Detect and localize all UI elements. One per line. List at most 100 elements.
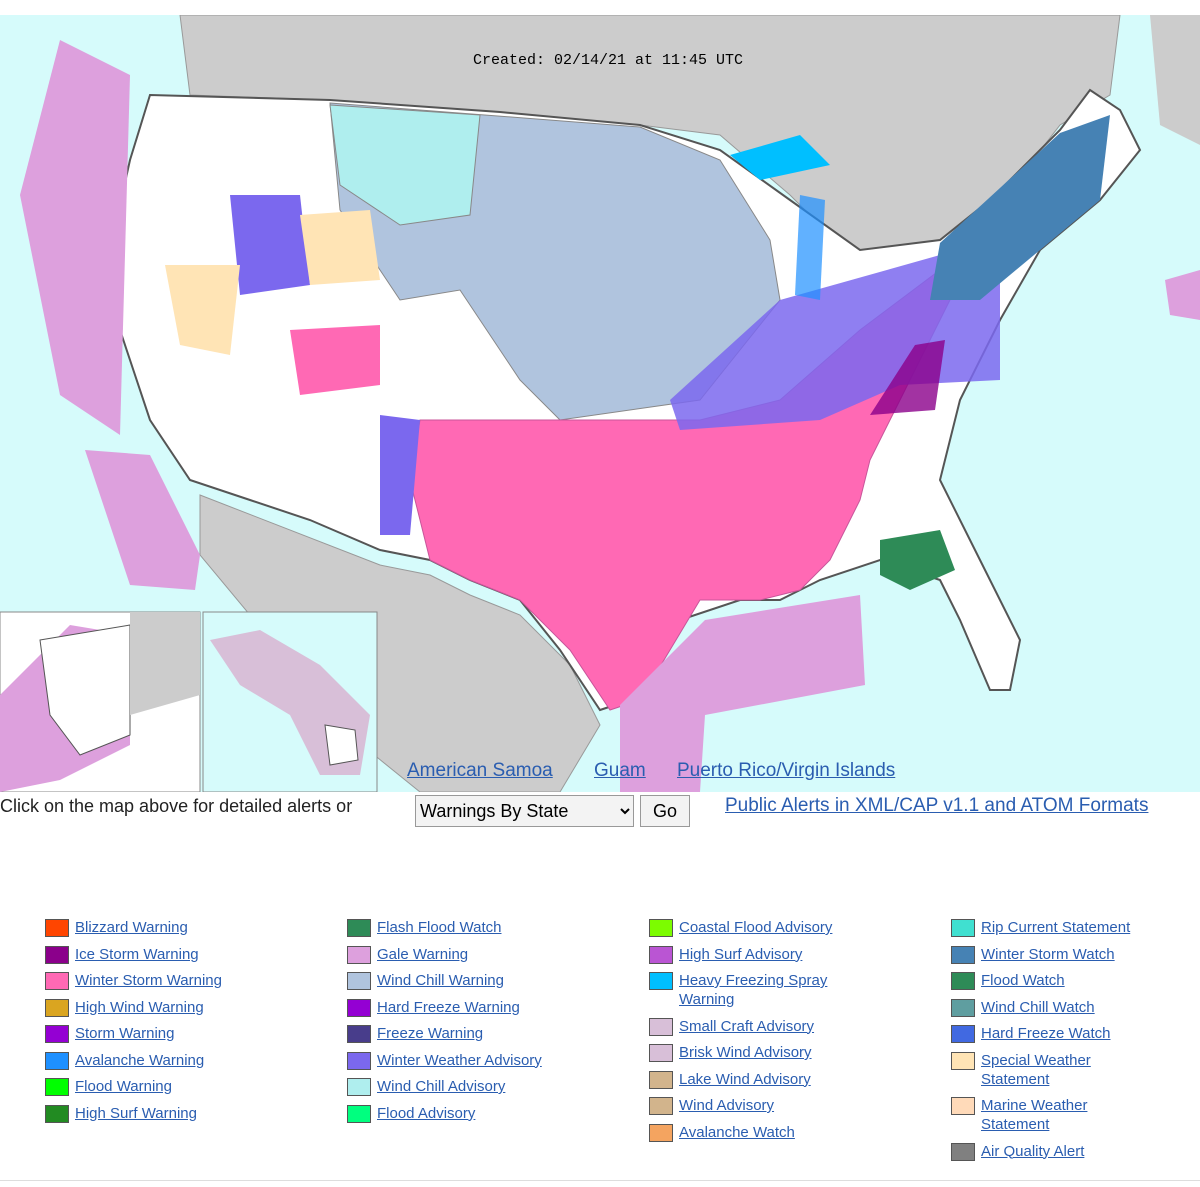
legend-item: Avalanche Warning <box>45 1051 295 1070</box>
legend-item: Heavy Freezing Spray Warning <box>649 971 899 1009</box>
legend-swatch <box>45 1025 69 1043</box>
legend-link[interactable]: Freeze Warning <box>377 1024 483 1043</box>
legend-label-line: Flood Advisory <box>377 1104 476 1122</box>
legend-swatch <box>951 1142 975 1161</box>
feed-link[interactable]: Public Alerts in XML/CAP v1.1 and ATOM F… <box>725 795 1149 816</box>
winter-weather-advisory-area <box>670 255 1000 430</box>
legend-item: Ice Storm Warning <box>45 945 295 964</box>
legend-link[interactable]: Blizzard Warning <box>75 918 188 937</box>
legend-item: Gale Warning <box>347 945 597 964</box>
gale-warning-socal <box>85 450 200 590</box>
legend-link[interactable]: Gale Warning <box>377 945 468 964</box>
legend-label-line: High Surf Warning <box>75 1104 197 1122</box>
legend-swatch <box>45 945 69 964</box>
legend-swatch <box>45 919 69 937</box>
legend-item: Flood Warning <box>45 1077 295 1096</box>
legend-link[interactable]: Flood Advisory <box>377 1104 475 1123</box>
lake-michigan <box>795 195 825 300</box>
legend-label-line: Wind Chill Warning <box>377 972 504 989</box>
legend-item: Small Craft Advisory <box>649 1017 899 1036</box>
legend-label-line: Small Craft Advisory <box>679 1017 815 1035</box>
flood-watch-area <box>880 530 955 590</box>
heavy-freezing-spray-area <box>730 135 830 180</box>
legend-link[interactable]: Winter Storm Watch <box>981 945 1115 964</box>
legend-link[interactable]: Avalanche Warning <box>75 1051 204 1070</box>
legend-link[interactable]: Air Quality Alert <box>981 1142 1084 1161</box>
legend-item: High Surf Advisory <box>649 945 899 964</box>
legend-swatch <box>45 972 69 990</box>
legend-item: Special Weather Statement <box>951 1051 1200 1089</box>
legend-link[interactable]: High Surf Advisory <box>679 945 802 964</box>
legend-label-line: Heavy Freezing Spray <box>679 972 828 989</box>
legend-link[interactable]: Wind Chill Advisory <box>377 1077 505 1096</box>
legend-label-line: Storm Warning <box>75 1025 175 1042</box>
legend-item: Freeze Warning <box>347 1024 597 1043</box>
legend-link[interactable]: High Surf Warning <box>75 1104 197 1123</box>
legend-label-line: Ice Storm Warning <box>75 945 199 963</box>
go-button[interactable]: Go <box>640 795 690 827</box>
legend-link[interactable]: Ice Storm Warning <box>75 945 199 964</box>
legend-link[interactable]: High Wind Warning <box>75 998 204 1017</box>
legend-link[interactable]: Flood Warning <box>75 1077 172 1096</box>
legend-link[interactable]: Brisk Wind Advisory <box>679 1043 812 1062</box>
legend-label-line: Statement <box>981 1116 1050 1133</box>
legend-link[interactable]: Wind Chill Warning <box>377 971 504 990</box>
legend-link[interactable]: Special Weather Statement <box>981 1051 1091 1089</box>
gale-warning-atlantic <box>1165 270 1200 320</box>
legend-link[interactable]: Wind Advisory <box>679 1096 774 1115</box>
legend-swatch <box>45 1104 69 1123</box>
legend-label-line: Winter Weather Advisory <box>377 1051 542 1069</box>
legend-swatch <box>951 972 975 990</box>
legend-swatch <box>649 1097 673 1115</box>
legend-link[interactable]: Flash Flood Watch <box>377 918 502 937</box>
legend-swatch <box>347 945 371 964</box>
legend-link[interactable]: Heavy Freezing Spray Warning <box>679 971 827 1009</box>
map-link[interactable]: American Samoa <box>407 760 553 781</box>
legend-link[interactable]: Avalanche Watch <box>679 1123 795 1142</box>
legend-link[interactable]: Flood Watch <box>981 971 1065 990</box>
legend-link[interactable]: Rip Current Statement <box>981 918 1130 937</box>
special-weather-statement-area <box>165 265 240 355</box>
legend-item: Hard Freeze Watch <box>951 1024 1200 1043</box>
legend-swatch <box>649 945 673 964</box>
legend-link[interactable]: Storm Warning <box>75 1024 174 1043</box>
legend-label-line: High Surf Advisory <box>679 945 803 963</box>
legend-link[interactable]: Marine Weather Statement <box>981 1096 1087 1134</box>
warnings-map[interactable]: Created: 02/14/21 at 11:45 UTC <box>0 15 1200 792</box>
legend-link[interactable]: Hard Freeze Warning <box>377 998 520 1017</box>
legend-swatch <box>951 1051 975 1070</box>
legend-link[interactable]: Hard Freeze Watch <box>981 1024 1111 1043</box>
legend-item: Marine Weather Statement <box>951 1096 1200 1134</box>
legend-swatch <box>649 1017 673 1036</box>
legend-link[interactable]: Wind Chill Watch <box>981 998 1095 1017</box>
alaska-canada <box>130 612 200 715</box>
legend-swatch <box>347 1104 371 1123</box>
legend-link[interactable]: Winter Weather Advisory <box>377 1051 542 1070</box>
legend-link[interactable]: Small Craft Advisory <box>679 1017 814 1036</box>
legend-link[interactable]: Coastal Flood Advisory <box>679 918 832 937</box>
legend-label-line: Blizzard Warning <box>75 919 188 936</box>
gale-warning-pacific <box>20 40 130 435</box>
legend-item: Flash Flood Watch <box>347 918 597 937</box>
legend-label-line: Marine Weather <box>981 1097 1088 1114</box>
legend-item: Hard Freeze Warning <box>347 998 597 1017</box>
map-link[interactable]: Guam <box>594 760 646 781</box>
winter-weather-advisory-nw <box>230 195 310 295</box>
legend-label-line: Winter Storm Watch <box>981 945 1115 963</box>
legend-link[interactable]: Lake Wind Advisory <box>679 1070 811 1089</box>
legend-label-line: Gale Warning <box>377 945 469 963</box>
legend-link[interactable]: Winter Storm Warning <box>75 971 222 990</box>
legend-swatch <box>951 998 975 1017</box>
legend-label-line: Rip Current Statement <box>981 919 1131 936</box>
legend-label-line: Wind Advisory <box>679 1097 775 1114</box>
state-select[interactable]: Warnings By State <box>415 795 634 827</box>
hawaii-big-island <box>324 724 359 766</box>
alaska-land <box>39 624 131 756</box>
legend-swatch <box>347 1078 371 1096</box>
legend-item: Storm Warning <box>45 1024 295 1043</box>
legend-item: Winter Weather Advisory <box>347 1051 597 1070</box>
map-link[interactable]: Puerto Rico/Virgin Islands <box>677 760 896 781</box>
legend-label-line: Flash Flood Watch <box>377 919 502 936</box>
winter-storm-warning-west <box>290 325 380 395</box>
